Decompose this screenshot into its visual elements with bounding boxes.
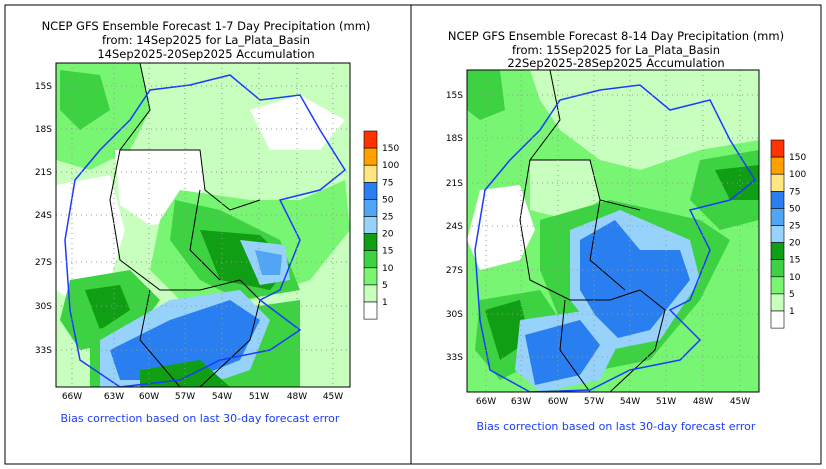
panel-title: NCEP GFS Ensemble Forecast 8-14 Day Prec… <box>448 29 784 43</box>
legend-level-label: 10 <box>382 264 394 274</box>
lon-tick-label: 63W <box>511 397 531 407</box>
lat-tick-label: 30S <box>35 302 52 312</box>
legend-swatch <box>363 233 378 252</box>
panel-subtitle: from: 15Sep2025 for La_Plata_Basin <box>512 43 720 57</box>
panel-frame-right <box>410 4 822 465</box>
legend-swatch <box>363 267 378 286</box>
legend-swatch <box>363 250 378 269</box>
axis-ticks-right: 66W 63W 60W 57W 54W 51W 48W 45W 15S 18S 21S 24S 27S 3… <box>446 91 750 407</box>
lat-tick-label: 21S <box>35 168 52 178</box>
legend-swatch <box>770 156 785 175</box>
legend-level-label: 20 <box>382 230 394 240</box>
legend-swatch <box>363 216 378 234</box>
panel-period: 22Sep2025-28Sep2025 Accumulation <box>507 56 724 70</box>
legend-level-label: 150 <box>789 153 806 163</box>
legend-swatch <box>770 310 785 329</box>
lat-tick-label: 15S <box>446 91 463 101</box>
legend-level-label: 5 <box>789 290 795 300</box>
legend-level-label: 50 <box>382 195 394 205</box>
precip-map-right <box>467 70 759 392</box>
lat-tick-label: 33S <box>446 353 463 363</box>
axis-ticks-left: 66W 63W 60W 57W 54W 51W 48W 45W 15S 18S 21S 24S 27S 3… <box>35 82 343 402</box>
legend-level-label: 15 <box>789 256 800 266</box>
lon-tick-label: 57W <box>175 392 195 402</box>
legend-swatch <box>363 147 378 166</box>
lon-tick-label: 48W <box>693 397 713 407</box>
legend-level-label: 20 <box>789 239 801 249</box>
legend-level-label: 25 <box>789 222 800 232</box>
legend-swatch <box>770 208 785 226</box>
lon-tick-label: 66W <box>62 392 82 402</box>
legend-level-label: 100 <box>789 170 806 180</box>
legend-swatch <box>770 293 785 312</box>
legend-level-label: 75 <box>382 178 393 188</box>
lat-tick-label: 18S <box>446 134 463 144</box>
legend-swatch <box>770 259 785 278</box>
lon-tick-label: 60W <box>548 397 568 407</box>
lon-tick-label: 60W <box>139 392 159 402</box>
legend-level-label: 50 <box>789 204 801 214</box>
legend-level-label: 5 <box>382 281 388 291</box>
lon-tick-label: 63W <box>104 392 124 402</box>
legend-swatch <box>770 191 785 209</box>
color-legend-right: 150 100 75 50 25 20 15 10 5 1 <box>770 139 806 329</box>
legend-level-label: 1 <box>789 307 795 317</box>
legend-level-label: 75 <box>789 187 800 197</box>
lon-tick-label: 51W <box>249 392 269 402</box>
legend-level-label: 1 <box>382 298 388 308</box>
legend-swatch <box>770 139 785 158</box>
panel-subtitle: from: 14Sep2025 for La_Plata_Basin <box>102 33 310 47</box>
lat-tick-label: 30S <box>446 310 463 320</box>
legend-swatch <box>770 173 785 192</box>
legend-level-label: 15 <box>382 247 393 257</box>
lat-tick-label: 27S <box>446 266 463 276</box>
lat-tick-label: 21S <box>446 179 463 189</box>
color-legend-left: 150 100 75 50 25 20 15 10 5 1 <box>363 130 399 320</box>
legend-swatch <box>363 164 378 183</box>
map-frame-right <box>466 69 760 393</box>
legend-swatch <box>363 284 378 303</box>
legend-level-label: 100 <box>382 161 399 171</box>
legend-swatch <box>770 242 785 261</box>
lon-tick-label: 54W <box>212 392 232 402</box>
precip-map-left <box>56 63 350 387</box>
lat-tick-label: 24S <box>446 222 463 232</box>
lon-tick-label: 48W <box>287 392 307 402</box>
bias-correction-note: Bias correction based on last 30-day for… <box>61 412 340 425</box>
bias-correction-note: Bias correction based on last 30-day for… <box>477 420 756 433</box>
lat-tick-label: 27S <box>35 258 52 268</box>
legend-swatch <box>363 130 378 149</box>
lat-tick-label: 33S <box>35 346 52 356</box>
legend-swatch <box>363 301 378 320</box>
lat-tick-label: 15S <box>35 82 52 92</box>
legend-swatch <box>770 276 785 295</box>
lon-tick-label: 66W <box>476 397 496 407</box>
legend-level-label: 10 <box>789 273 801 283</box>
legend-level-label: 25 <box>382 213 393 223</box>
legend-swatch <box>363 199 378 217</box>
lon-tick-label: 57W <box>584 397 604 407</box>
lon-tick-label: 45W <box>323 392 343 402</box>
map-frame-left <box>55 62 351 388</box>
panel-title: NCEP GFS Ensemble Forecast 1-7 Day Preci… <box>42 19 371 33</box>
legend-swatch <box>363 182 378 200</box>
legend-level-label: 150 <box>382 144 399 154</box>
lon-tick-label: 54W <box>620 397 640 407</box>
lat-tick-label: 18S <box>35 125 52 135</box>
lon-tick-label: 45W <box>730 397 750 407</box>
legend-swatch <box>770 225 785 243</box>
lat-tick-label: 24S <box>35 211 52 221</box>
lon-tick-label: 51W <box>656 397 676 407</box>
panel-period: 14Sep2025-20Sep2025 Accumulation <box>97 47 314 61</box>
